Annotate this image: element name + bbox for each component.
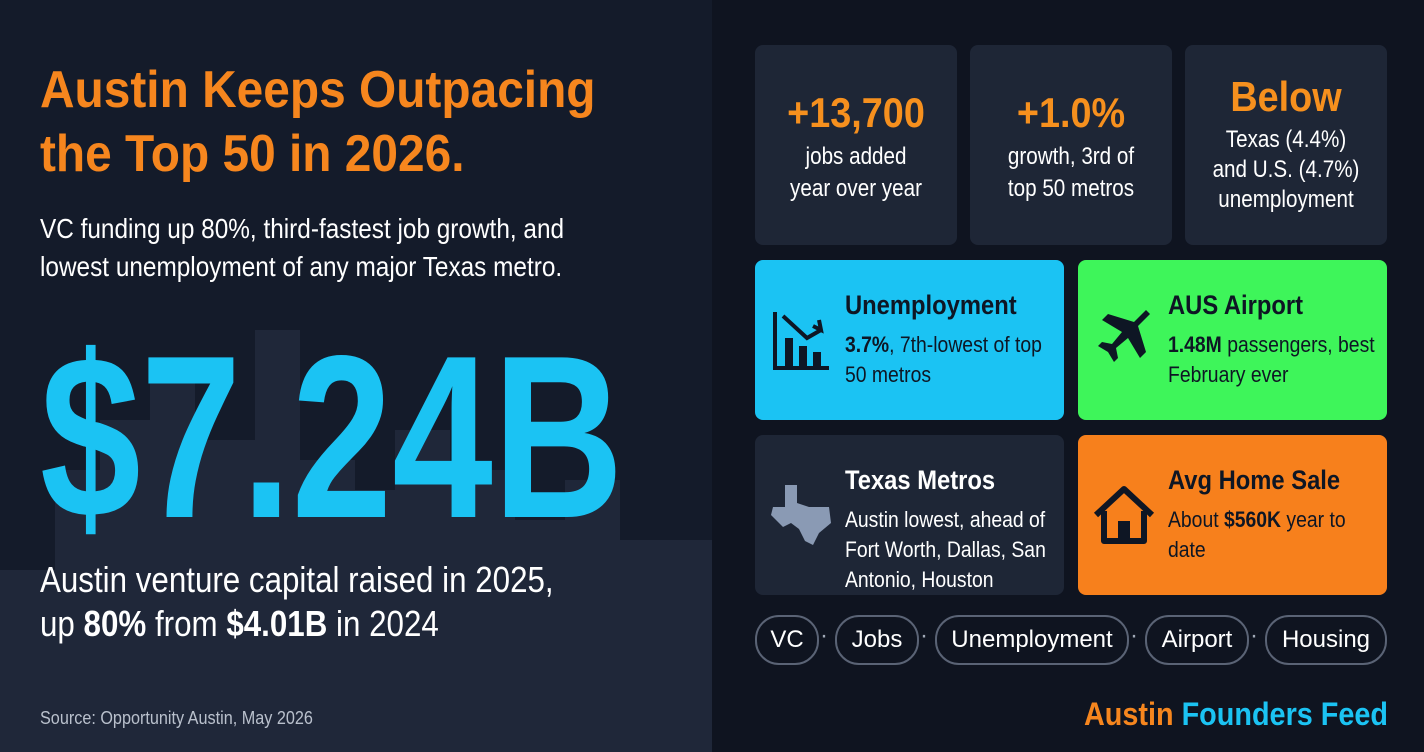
- stat-line: Texas (4.4%): [1225, 126, 1347, 153]
- stat-label: growth, 3rd of top 50 metros: [984, 141, 1158, 205]
- caption-text: Austin venture capital raised in 2025,: [40, 559, 554, 600]
- plane-icon: [1098, 310, 1150, 362]
- tag[interactable]: Jobs: [835, 615, 919, 665]
- card: Texas Metros Austin lowest, ahead of For…: [755, 435, 1064, 595]
- separator: ·: [1130, 622, 1138, 649]
- stat-line: and U.S. (4.7%): [1212, 156, 1360, 183]
- stat-line: jobs added: [805, 143, 907, 170]
- title-line: the Top 50 in 2026.: [40, 125, 465, 183]
- card-body: 3.7%, 7th-lowest of top 50 metros: [845, 330, 1052, 390]
- card-text: year to date: [1168, 507, 1346, 562]
- card-text: Austin lowest, ahead of Fort Worth, Dall…: [845, 507, 1046, 592]
- caption-text: in 2024: [336, 603, 439, 644]
- stat-value: +13,700: [787, 89, 925, 136]
- tag[interactable]: Unemployment: [935, 615, 1129, 665]
- subtitle-line: lowest unemployment of any major Texas m…: [40, 251, 563, 282]
- stat-value: Below: [1230, 73, 1342, 120]
- brand-second: Founders Feed: [1181, 696, 1389, 732]
- stat-line: top 50 metros: [1007, 175, 1135, 202]
- card: Avg Home Sale About $560K year to date: [1078, 435, 1387, 595]
- brand-first: Austin: [1084, 696, 1174, 732]
- card-title: AUS Airport: [1168, 290, 1304, 320]
- card-title: Avg Home Sale: [1168, 465, 1341, 495]
- tag[interactable]: Housing: [1265, 615, 1387, 665]
- hero-caption: Austin venture capital raised in 2025, u…: [40, 558, 554, 646]
- left-panel: Austin Keeps Outpacing the Top 50 in 202…: [0, 58, 712, 752]
- card-body: Austin lowest, ahead of Fort Worth, Dall…: [845, 505, 1052, 595]
- subtitle: VC funding up 80%, third-fastest job gro…: [40, 210, 564, 286]
- subtitle-line: VC funding up 80%, third-fastest job gro…: [40, 213, 565, 244]
- card-title: Texas Metros: [845, 465, 996, 495]
- texas-icon: [771, 485, 831, 545]
- stat-value: +1.0%: [1016, 89, 1126, 136]
- card-text: passengers, best February ever: [1168, 332, 1375, 387]
- tag[interactable]: Airport: [1145, 615, 1249, 665]
- card-bold: 1.48M: [1168, 332, 1222, 357]
- stat-line: growth, 3rd of: [1007, 143, 1135, 170]
- card-body: About $560K year to date: [1168, 505, 1375, 565]
- card: Unemployment 3.7%, 7th-lowest of top 50 …: [755, 260, 1064, 420]
- stat-label: Texas (4.4%) and U.S. (4.7%) unemployment: [1199, 125, 1373, 215]
- separator: ·: [920, 622, 928, 649]
- stat-box: Below Texas (4.4%) and U.S. (4.7%) unemplo…: [1185, 45, 1387, 245]
- title-line: Austin Keeps Outpacing: [40, 61, 596, 119]
- chart-icon: [773, 312, 829, 370]
- caption-bold: 80%: [83, 603, 147, 644]
- source: Source: Opportunity Austin, May 2026: [40, 708, 313, 728]
- card-body: 1.48M passengers, best February ever: [1168, 330, 1375, 390]
- caption-text: from: [154, 603, 218, 644]
- stat-line: unemployment: [1218, 186, 1354, 213]
- brand: Austin Founders Feed: [1084, 696, 1388, 733]
- card-bold: 3.7%: [845, 332, 890, 357]
- stat-box: +1.0% growth, 3rd of top 50 metros: [970, 45, 1172, 245]
- separator: ·: [1250, 622, 1258, 649]
- card-text: About: [1168, 507, 1224, 532]
- hero-value: $7.24B: [40, 308, 624, 567]
- title: Austin Keeps Outpacing the Top 50 in 202…: [40, 58, 596, 186]
- stat-box: +13,700 jobs added year over year: [755, 45, 957, 245]
- skyline: [0, 330, 712, 752]
- house-icon: [1093, 486, 1155, 544]
- caption-text: up: [40, 603, 75, 644]
- caption-bold: $4.01B: [226, 603, 328, 644]
- card-text: , 7th-lowest of top 50 metros: [845, 332, 1042, 387]
- separator: ·: [820, 622, 828, 649]
- card: AUS Airport 1.48M passengers, best Febru…: [1078, 260, 1387, 420]
- tag[interactable]: VC: [755, 615, 819, 665]
- card-bold: $560K: [1223, 507, 1282, 532]
- stat-label: jobs added year over year: [769, 141, 943, 205]
- card-title: Unemployment: [845, 290, 1017, 320]
- stat-line: year over year: [790, 175, 922, 202]
